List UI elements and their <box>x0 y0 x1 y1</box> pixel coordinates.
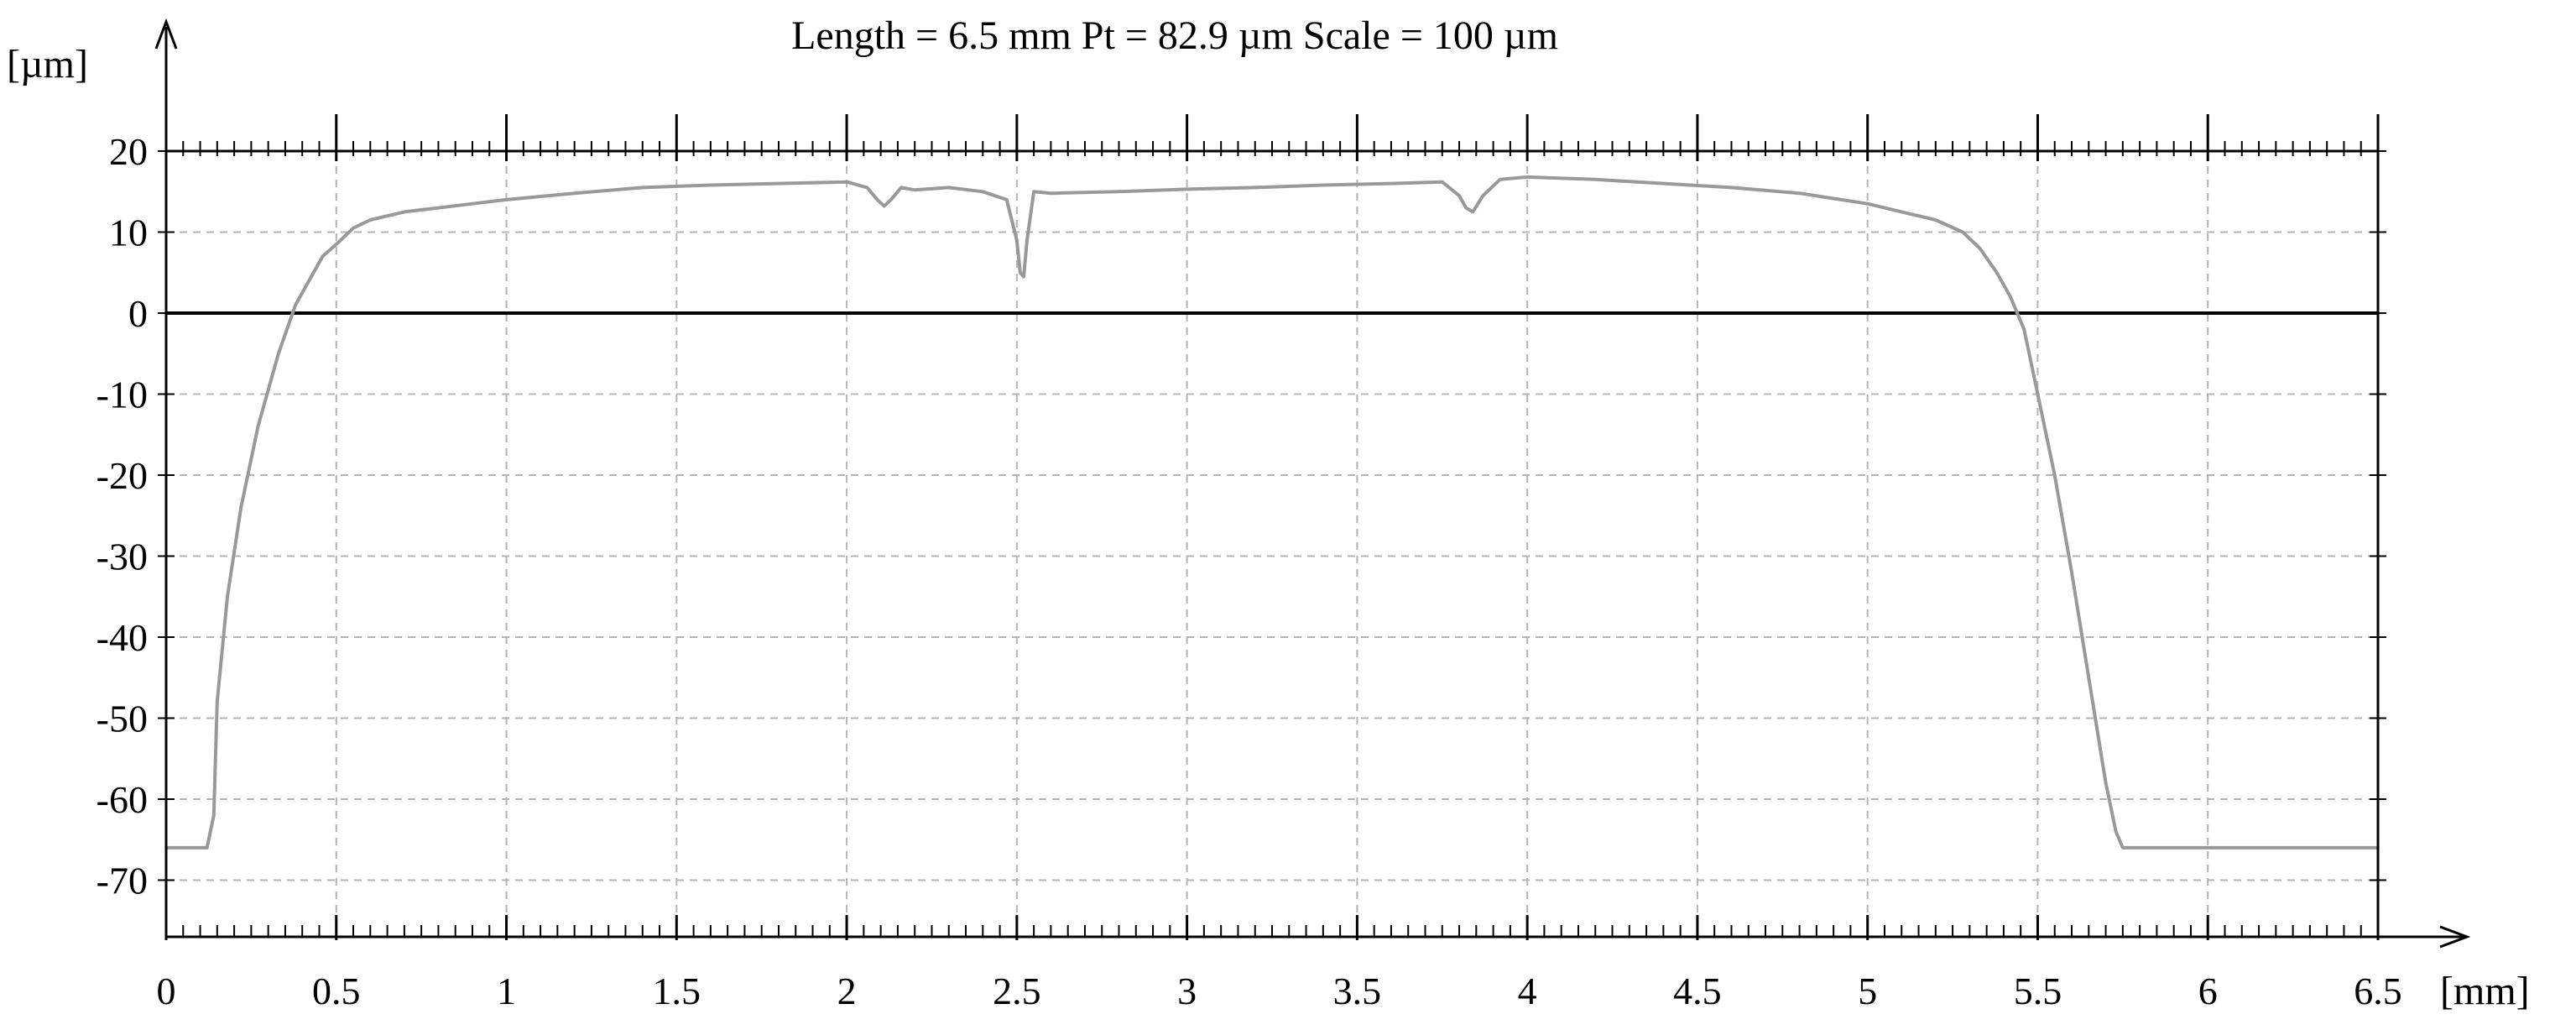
ticks-layer <box>158 114 2386 940</box>
series-layer <box>166 175 2378 850</box>
y-tick-label: -60 <box>96 778 148 821</box>
x-tick-label: 2 <box>837 970 857 1012</box>
y-tick-label: 0 <box>128 292 148 335</box>
x-tick-label: 5.5 <box>2014 970 2062 1012</box>
x-tick-label: 2.5 <box>993 970 1041 1012</box>
x-tick-label: 4.5 <box>1673 970 1722 1012</box>
y-tick-label: -70 <box>96 860 148 902</box>
y-axis-label: [µm] <box>7 42 88 86</box>
y-axis-arrow <box>154 18 178 50</box>
axes-layer <box>154 18 2471 949</box>
x-tick-label: 5 <box>1858 970 1877 1012</box>
x-tick-label: 3.5 <box>1333 970 1382 1012</box>
series-profile <box>166 175 2378 850</box>
y-tick-label: 20 <box>109 130 148 173</box>
x-tick-label: 1 <box>497 970 516 1012</box>
y-tick-label: 10 <box>109 212 148 254</box>
x-tick-label: 0.5 <box>312 970 361 1012</box>
x-tick-label: 0 <box>157 970 176 1012</box>
y-tick-label: -30 <box>96 536 148 578</box>
x-axis-arrow <box>2439 925 2471 949</box>
x-axis-label: [mm] <box>2440 969 2530 1013</box>
y-tick-label: -50 <box>96 698 148 740</box>
x-tick-label: 1.5 <box>653 970 701 1012</box>
x-tick-label: 6.5 <box>2354 970 2402 1012</box>
x-tick-label: 4 <box>1518 970 1537 1012</box>
y-tick-label: -20 <box>96 454 148 497</box>
y-tick-label: -40 <box>96 616 148 659</box>
x-tick-label: 3 <box>1177 970 1197 1012</box>
grid-layer <box>166 126 2378 937</box>
x-tick-label: 6 <box>2198 970 2218 1012</box>
chart-title: Length = 6.5 mm Pt = 82.9 µm Scale = 100… <box>791 13 1558 58</box>
labels-layer: 20 10 0 -10 -20 -30 -40 -50 -60 -70 0 0.5 1 1.5 2 2.5 3 3… <box>96 130 2402 1012</box>
y-tick-label: -10 <box>96 374 148 416</box>
